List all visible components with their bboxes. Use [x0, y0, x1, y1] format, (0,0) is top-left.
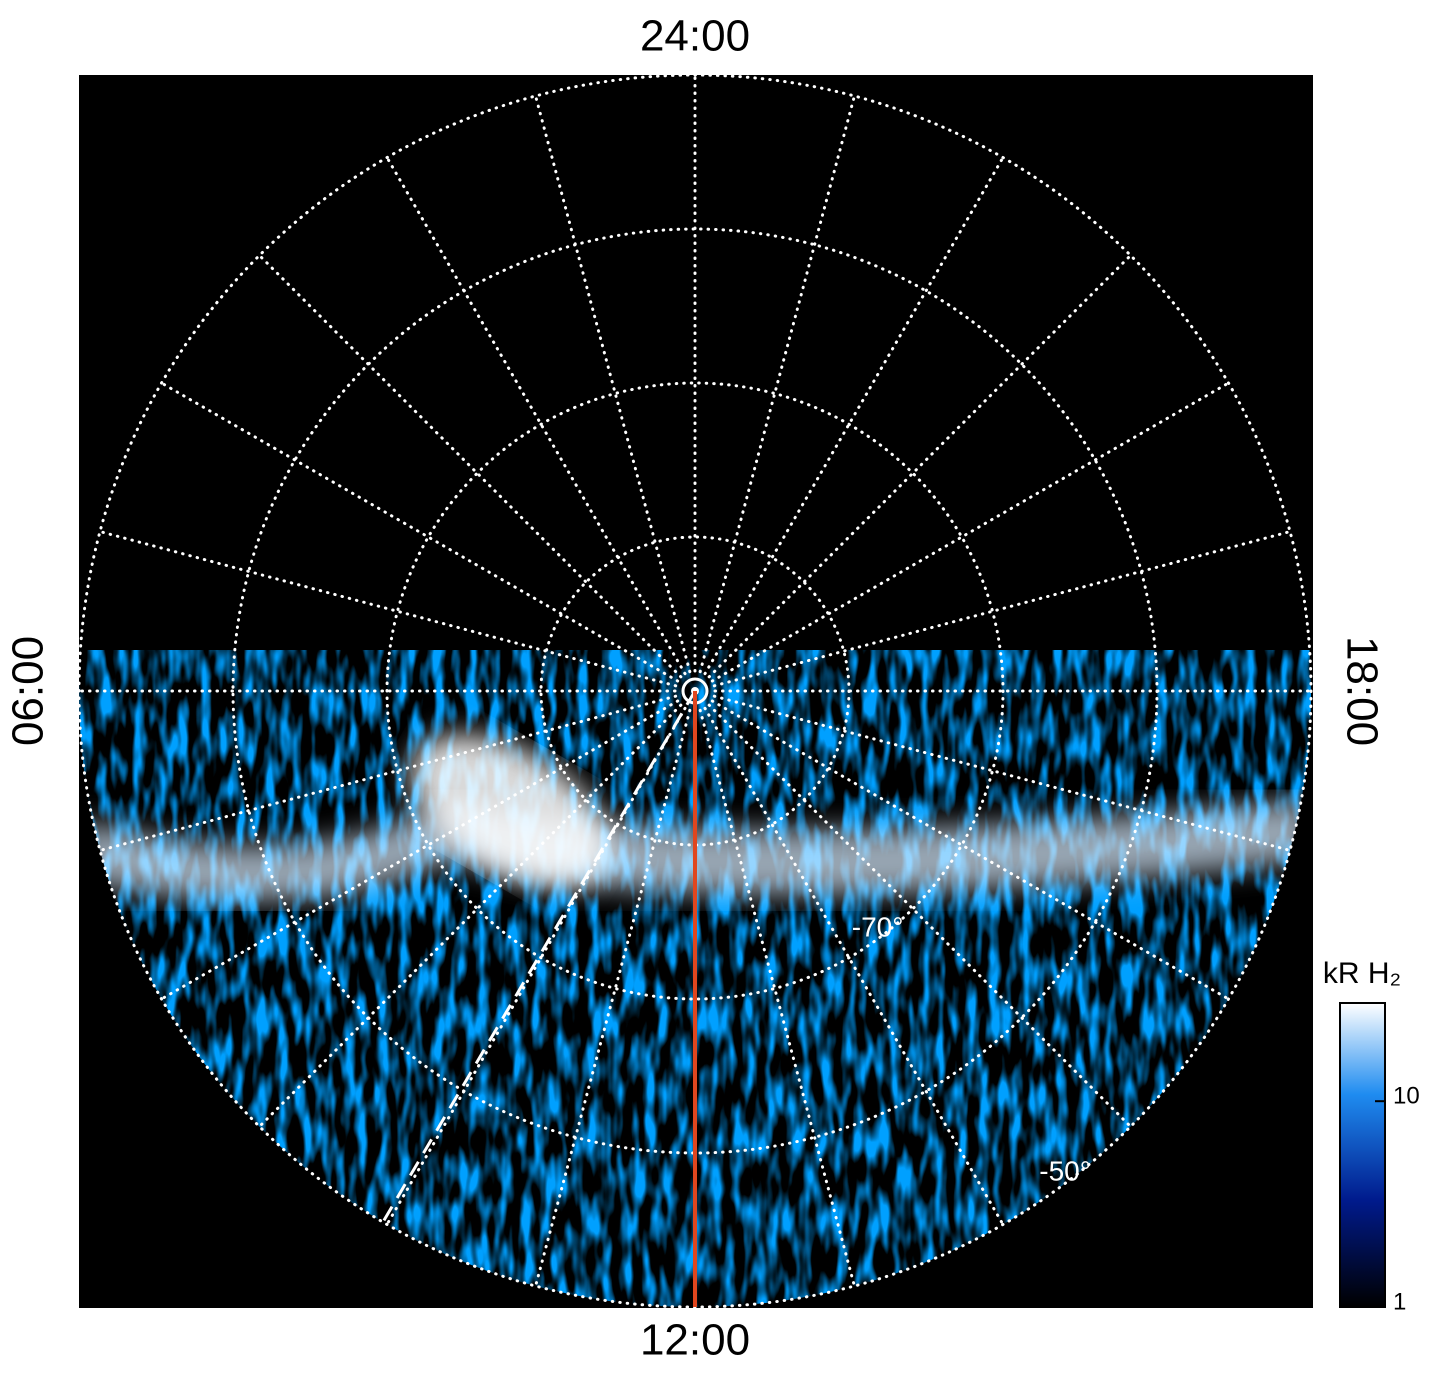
- latitude-label: -70°: [852, 911, 904, 942]
- latitude-ring: [385, 381, 1005, 1001]
- meridian-grid-line: [707, 703, 1133, 1129]
- meridian-grid-line: [710, 381, 1230, 683]
- local-time-label: 18:00: [1337, 636, 1386, 746]
- meridian-grid-line: [160, 699, 680, 1001]
- meridian-grid-line: [698, 94, 856, 674]
- latitude-label: -50°: [1039, 1156, 1091, 1187]
- local-time-label: 06:00: [4, 636, 53, 746]
- meridian-grid-line: [712, 694, 1292, 852]
- meridian-grid-line: [703, 706, 1005, 1226]
- colorbar-tick-label: 1: [1393, 1288, 1406, 1315]
- meridian-grid-line: [98, 530, 678, 688]
- colorbar: [1339, 1002, 1386, 1308]
- local-time-label: 24:00: [640, 12, 750, 61]
- meridian-grid-line: [534, 94, 692, 674]
- meridian-grid-line: [707, 253, 1133, 679]
- meridian-grid-line: [98, 694, 678, 852]
- meridian-grid-line: [160, 381, 680, 683]
- colorbar-label: kR H₂: [1323, 957, 1401, 990]
- polar-grid: [77, 73, 1313, 1309]
- meridian-grid-line: [257, 703, 683, 1129]
- meridian-grid-line: [257, 253, 683, 679]
- meridian-grid-line: [698, 708, 856, 1288]
- meridian-grid-line: [703, 156, 1005, 676]
- meridian-grid-line: [712, 530, 1292, 688]
- local-time-label: 12:00: [640, 1316, 750, 1365]
- colorbar-tick-label: 10: [1393, 1083, 1420, 1110]
- meridian-grid-line: [710, 699, 1230, 1001]
- meridian-grid-line: [534, 708, 692, 1288]
- meridian-grid-line: [385, 156, 687, 676]
